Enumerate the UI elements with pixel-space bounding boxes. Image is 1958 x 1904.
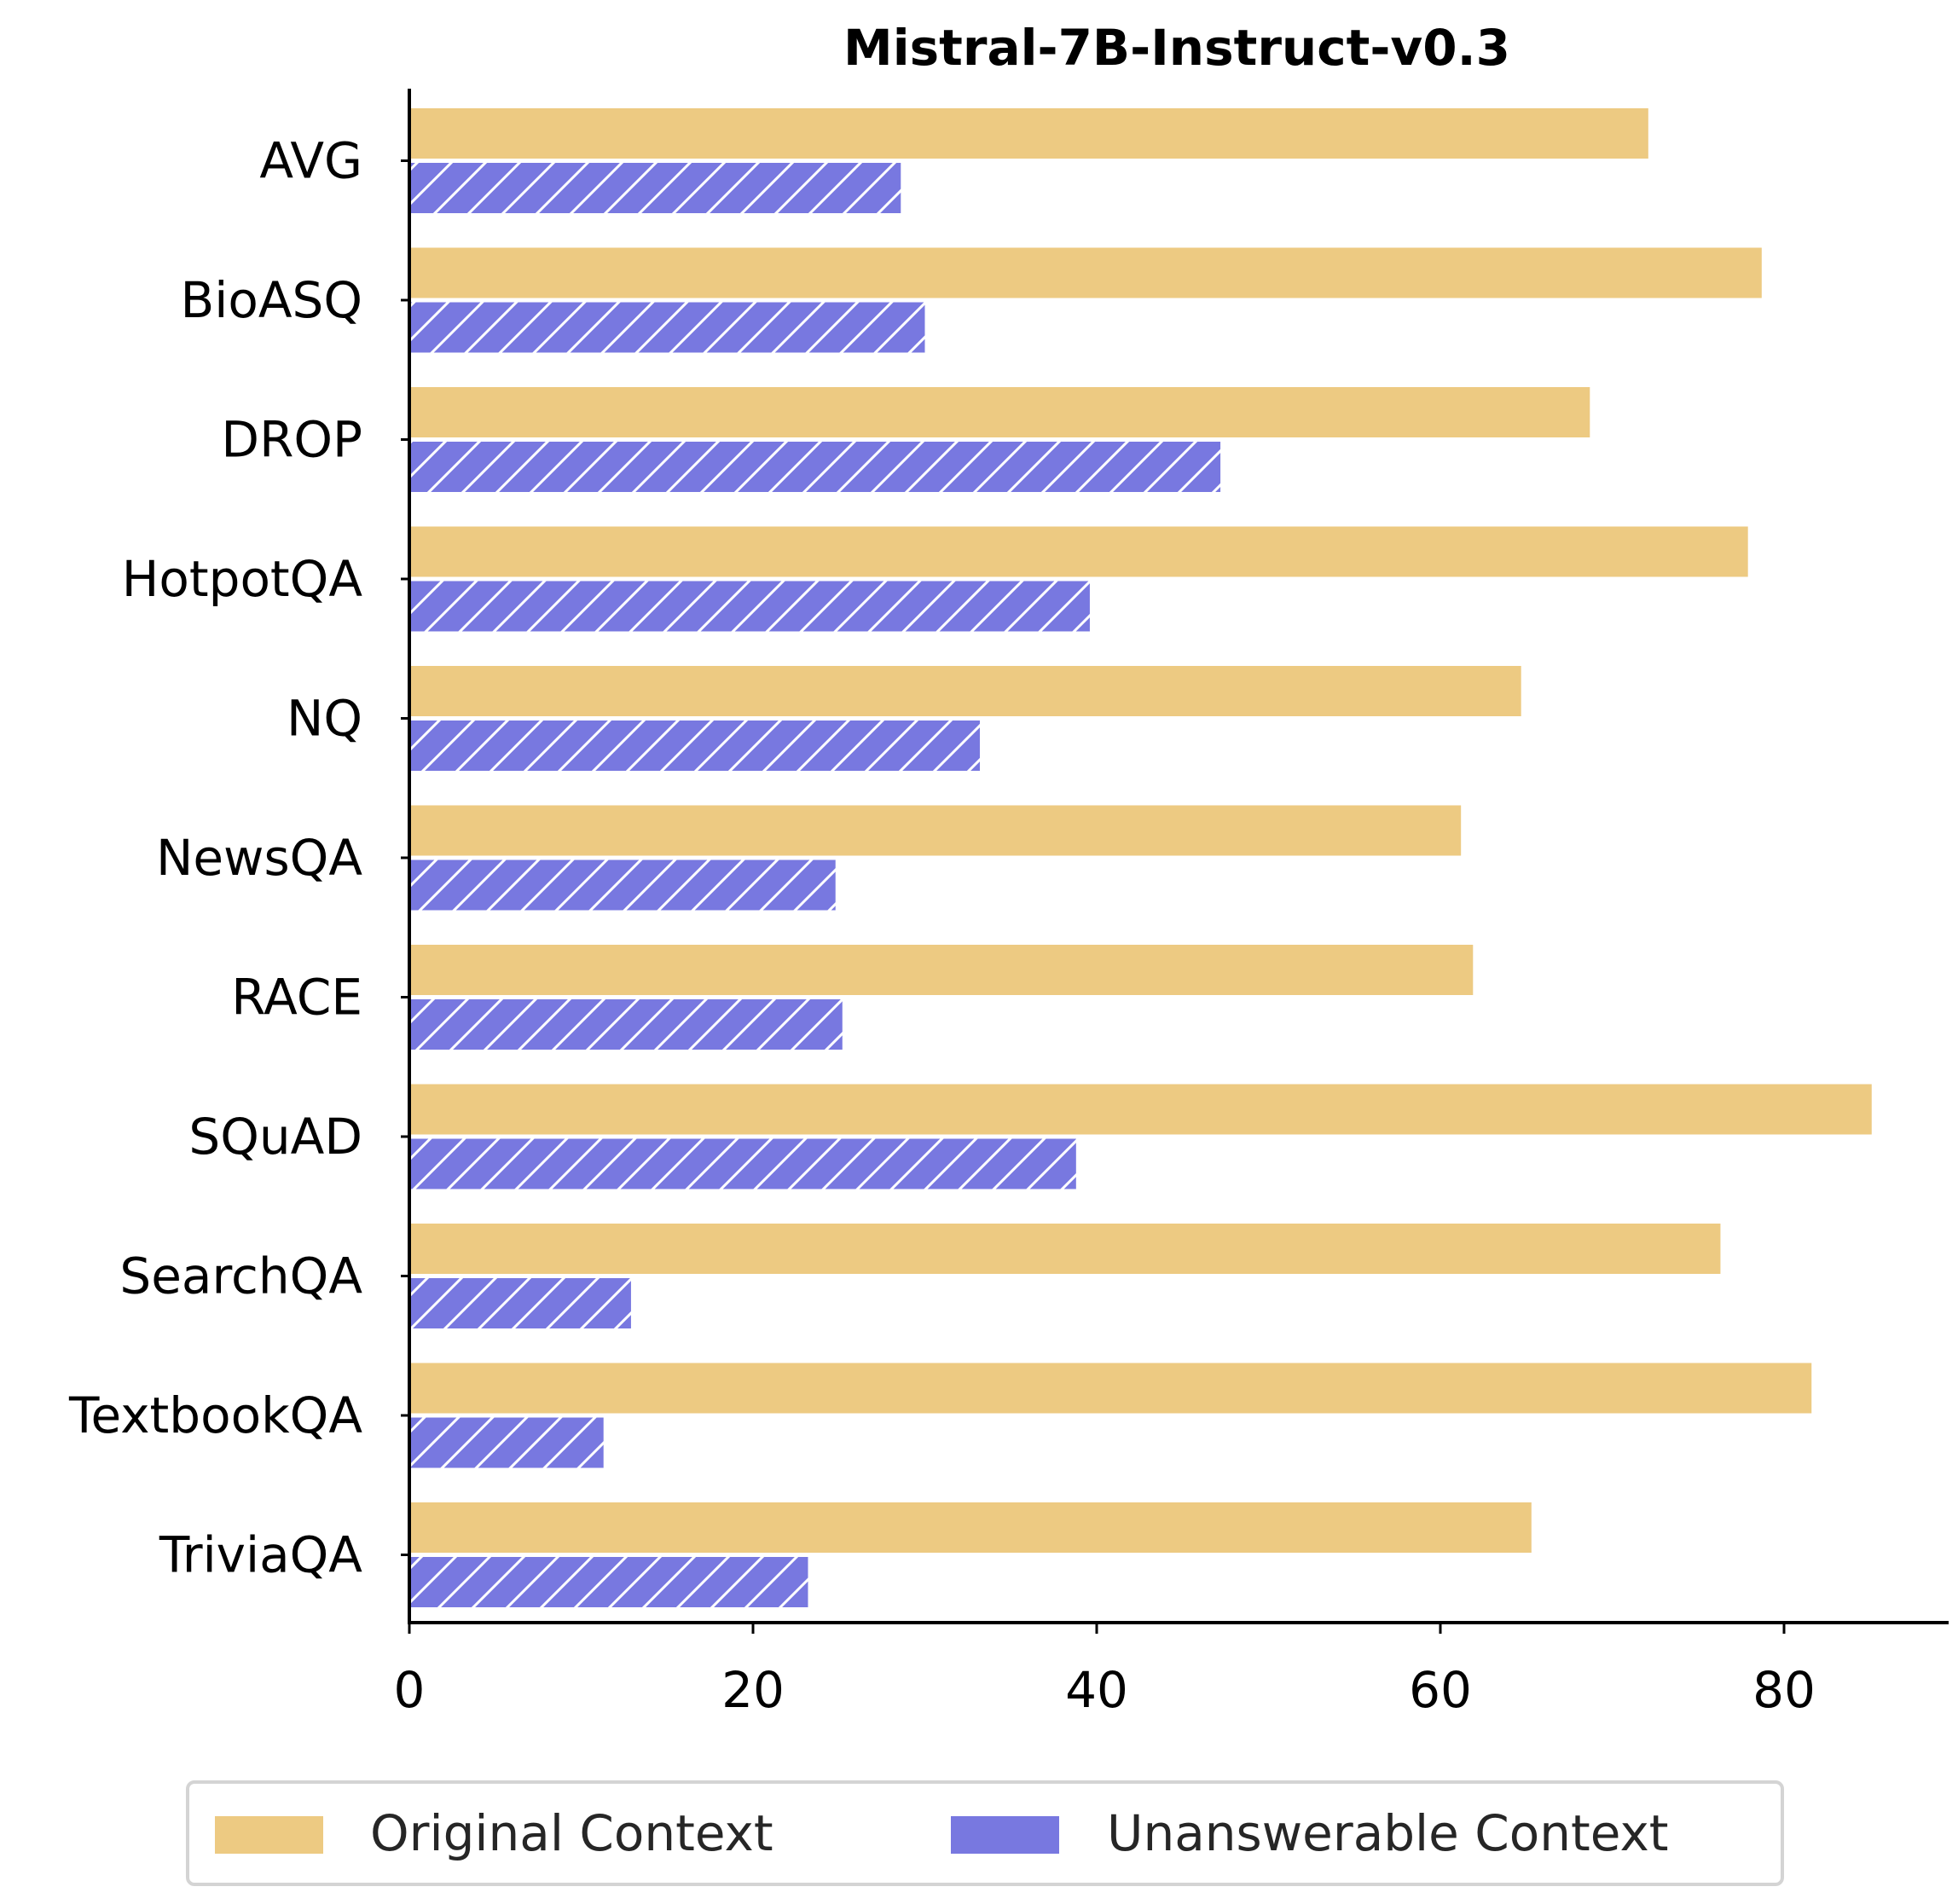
y-tick-label: TriviaQA xyxy=(159,1526,362,1584)
bar-unanswerable-context xyxy=(409,1557,808,1607)
x-tick-label: 20 xyxy=(721,1661,785,1719)
x-tick-label: 40 xyxy=(1065,1661,1128,1719)
x-tick-label: 80 xyxy=(1752,1661,1816,1719)
bar-original-context xyxy=(409,666,1521,716)
bar-original-context xyxy=(409,387,1590,437)
y-tick-label: NewsQA xyxy=(156,829,362,887)
legend: Original Context Unanswerable Context xyxy=(186,1780,1784,1886)
y-tick-label: TextbookQA xyxy=(68,1386,362,1444)
bar-unanswerable-context xyxy=(409,442,1221,492)
bar-unanswerable-context xyxy=(409,302,925,353)
y-tick-label: RACE xyxy=(231,969,362,1027)
bar-original-context xyxy=(409,526,1748,577)
y-tick-labels: AVG BioASQ DROP HotpotQA NQ NewsQA RACE SQuAD Se… xyxy=(68,132,409,1584)
y-tick-label: SearchQA xyxy=(119,1247,362,1305)
x-tick-label: 60 xyxy=(1409,1661,1472,1719)
bar-original-context xyxy=(409,1363,1812,1414)
x-axis-ticks: 0 20 40 60 80 xyxy=(394,1624,1816,1719)
bar-original-context xyxy=(409,1502,1532,1553)
bar-original-context xyxy=(409,247,1762,298)
legend-swatch-unanswerable xyxy=(951,1816,1059,1854)
y-tick-label: NQ xyxy=(287,690,362,748)
chart-title: Mistral-7B-Instruct-v0.3 xyxy=(843,19,1510,77)
bar-original-context xyxy=(409,1084,1872,1135)
bar-unanswerable-context xyxy=(409,1138,1076,1189)
y-tick-label: AVG xyxy=(259,132,362,190)
bar-original-context xyxy=(409,1224,1721,1274)
y-tick-label: SQuAD xyxy=(188,1108,362,1166)
legend-swatch-original xyxy=(215,1816,323,1854)
y-tick-label: DROP xyxy=(221,411,362,469)
bar-unanswerable-context xyxy=(409,859,836,911)
bar-unanswerable-context xyxy=(409,721,980,771)
y-tick-label: HotpotQA xyxy=(122,550,363,608)
bar-unanswerable-context xyxy=(409,163,901,213)
legend-label-original: Original Context xyxy=(370,1804,773,1862)
bar-unanswerable-context xyxy=(409,1417,604,1468)
bar-original-context xyxy=(409,805,1462,856)
y-tick-label: BioASQ xyxy=(180,271,362,329)
bar-unanswerable-context xyxy=(409,581,1090,632)
bar-unanswerable-context xyxy=(409,1278,631,1328)
legend-label-unanswerable: Unanswerable Context xyxy=(1107,1804,1669,1862)
bar-original-context xyxy=(409,108,1648,159)
x-tick-label: 0 xyxy=(394,1661,426,1719)
bar-unanswerable-context xyxy=(409,999,843,1050)
bar-original-context xyxy=(409,945,1474,995)
bars-group xyxy=(409,108,1872,1607)
